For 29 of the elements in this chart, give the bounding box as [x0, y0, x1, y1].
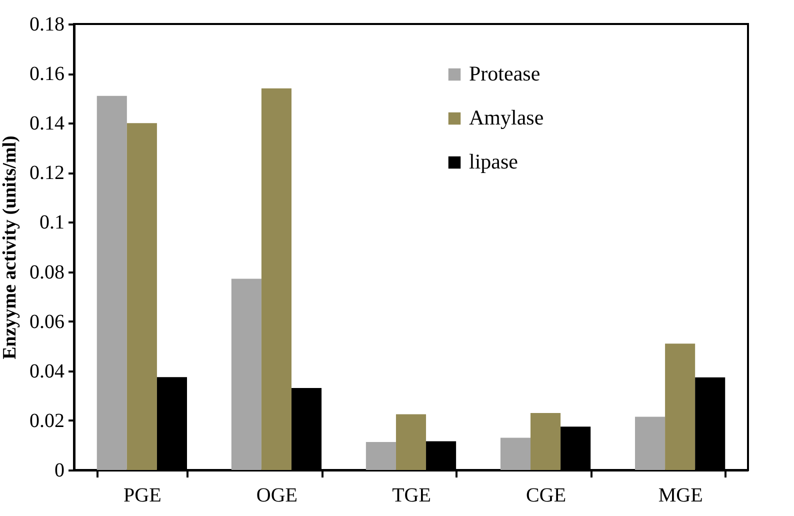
y-tick-label: 0.18 [30, 14, 64, 36]
x-tick-label: PGE [124, 484, 162, 506]
y-tick-label: 0 [54, 460, 64, 482]
bar [261, 88, 292, 470]
x-tick-label: OGE [256, 484, 298, 506]
bar [665, 344, 696, 470]
bar [396, 414, 426, 470]
y-tick-label: 0.08 [30, 261, 64, 284]
y-tick-label: 0.16 [30, 63, 64, 86]
bar [231, 278, 262, 470]
bar [126, 123, 157, 470]
x-tick-label: CGE [526, 484, 566, 506]
y-tick-label: 0.06 [30, 310, 64, 333]
y-tick-label: 0.1 [40, 212, 64, 234]
y-tick-label: 0.02 [30, 410, 64, 432]
legend-label: lipase [469, 150, 518, 174]
legend-label: Protease [469, 62, 540, 86]
y-tick-label: 0.14 [30, 112, 64, 135]
x-tick-label: MGE [658, 484, 703, 506]
y-tick-label: 0.12 [30, 162, 64, 184]
y-tick-label: 0.04 [30, 360, 64, 382]
bar [366, 442, 396, 470]
bar [96, 96, 127, 470]
bar [530, 413, 561, 470]
bar [500, 438, 531, 470]
bar [634, 416, 666, 470]
x-tick-label: TGE [392, 484, 431, 506]
y-axis-title: Enzyyme activity (units/ml) [0, 136, 20, 360]
legend-label: Amylase [469, 106, 544, 130]
